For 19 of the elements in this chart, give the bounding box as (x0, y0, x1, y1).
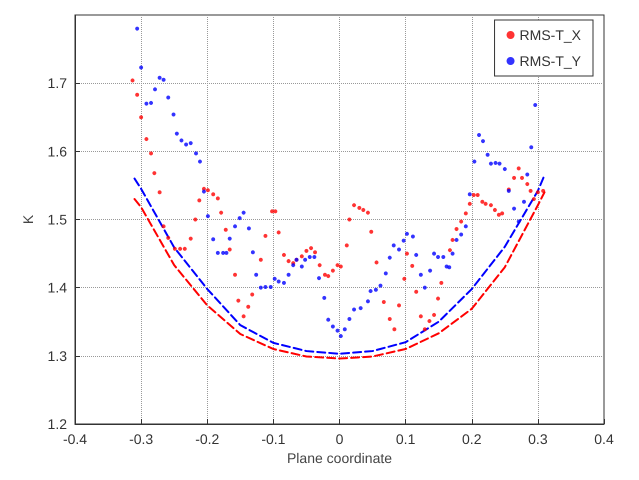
x-tick-label: 0.1 (396, 431, 416, 447)
y-tick-label: 1.7 (48, 75, 68, 92)
x-tick-label: 0.4 (594, 431, 614, 447)
x-tick-label: 0.3 (528, 431, 548, 447)
y-axis-title: K (20, 214, 36, 224)
y-tick-label: 1.5 (48, 212, 68, 228)
x-tick-label: -0.4 (62, 431, 88, 447)
y-tick-label: 1.6 (48, 143, 68, 160)
legend-label: RMS-T_Y (520, 53, 582, 69)
x-tick-label: -0.1 (261, 431, 286, 447)
x-tick-label: -0.2 (195, 431, 220, 447)
x-axis-title: Plane coordinate (286, 450, 392, 466)
x-tick-label: 0.2 (462, 431, 482, 447)
y-tick-label: 1.2 (48, 416, 68, 432)
legend-label: RMS-T_X (520, 27, 582, 43)
x-tick-label: 0 (336, 431, 344, 447)
x-tick-label: -0.3 (129, 431, 154, 447)
y-tick-label: 1.3 (48, 348, 68, 364)
y-tick-label: 1.4 (48, 280, 68, 296)
